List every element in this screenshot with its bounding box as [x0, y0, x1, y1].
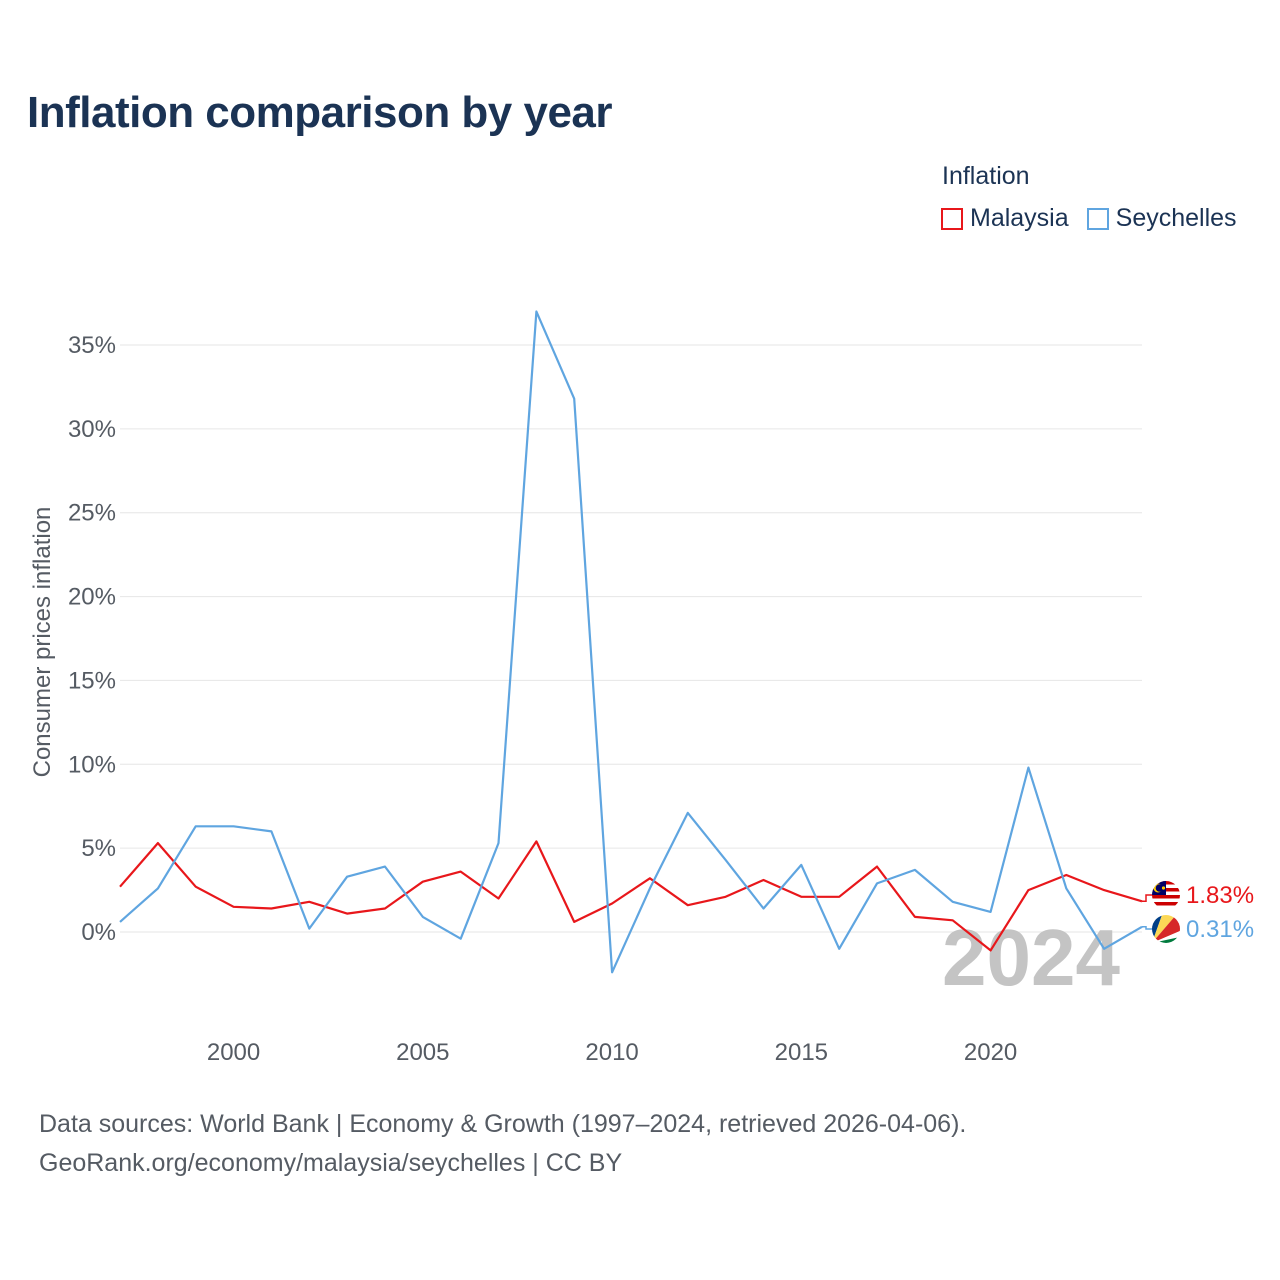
year-watermark: 2024 — [942, 913, 1120, 1002]
data-point-seychelles[interactable] — [1101, 946, 1107, 952]
legend-item-malaysia[interactable]: Malaysia — [941, 204, 1069, 233]
data-point-malaysia[interactable] — [988, 947, 994, 953]
data-point-seychelles[interactable] — [1063, 885, 1069, 891]
gridlines — [120, 344, 1142, 933]
data-point-seychelles[interactable] — [420, 914, 426, 920]
data-point-seychelles[interactable] — [798, 862, 804, 868]
data-point-seychelles[interactable] — [647, 885, 653, 891]
data-point-seychelles[interactable] — [1025, 765, 1031, 771]
y-tick-label: 30% — [68, 416, 116, 443]
data-point-malaysia[interactable] — [458, 869, 464, 875]
series-lines — [117, 308, 1143, 975]
series-line-seychelles[interactable] — [119, 310, 1143, 974]
data-point-seychelles[interactable] — [912, 867, 918, 873]
data-point-seychelles[interactable] — [571, 396, 577, 402]
data-point-seychelles[interactable] — [193, 823, 199, 829]
end-connector-seychelles — [1142, 926, 1154, 930]
data-point-seychelles[interactable] — [155, 885, 161, 891]
data-point-malaysia[interactable] — [193, 884, 199, 890]
y-axis-ticks: 0% 5% 10% 15% 20% 25% 30% 35% — [68, 332, 116, 946]
x-tick-label: 2000 — [207, 1039, 260, 1066]
source-note: Data sources: World Bank | Economy & Gro… — [39, 1105, 966, 1183]
data-point-malaysia[interactable] — [912, 914, 918, 920]
data-point-seychelles[interactable] — [609, 969, 615, 975]
legend-swatch-malaysia — [941, 207, 963, 230]
malaysia-flag-icon — [1152, 881, 1180, 909]
data-point-seychelles[interactable] — [760, 906, 766, 912]
x-tick-label: 2020 — [964, 1039, 1017, 1066]
data-point-malaysia[interactable] — [723, 894, 729, 900]
seychelles-flag-icon — [1152, 915, 1180, 943]
data-point-seychelles[interactable] — [874, 880, 880, 886]
legend-title: Inflation — [942, 162, 1030, 190]
data-point-seychelles[interactable] — [988, 909, 994, 915]
data-point-malaysia[interactable] — [571, 919, 577, 925]
x-tick-label: 2015 — [775, 1039, 828, 1066]
data-point-seychelles[interactable] — [533, 308, 539, 314]
x-tick-label: 2010 — [585, 1039, 638, 1066]
y-tick-label: 10% — [68, 751, 116, 778]
y-tick-label: 25% — [68, 500, 116, 527]
data-point-malaysia[interactable] — [609, 900, 615, 906]
data-point-seychelles[interactable] — [268, 828, 274, 834]
data-point-malaysia[interactable] — [533, 838, 539, 844]
data-point-seychelles[interactable] — [344, 874, 350, 880]
y-tick-label: 0% — [81, 919, 116, 946]
data-point-malaysia[interactable] — [306, 899, 312, 905]
data-point-malaysia[interactable] — [874, 864, 880, 870]
data-point-seychelles[interactable] — [496, 840, 502, 846]
legend-label-seychelles: Seychelles — [1115, 204, 1237, 232]
data-point-malaysia[interactable] — [117, 884, 123, 890]
y-tick-label: 20% — [68, 584, 116, 611]
data-point-malaysia[interactable] — [344, 911, 350, 917]
y-tick-label: 15% — [68, 667, 116, 694]
data-point-malaysia[interactable] — [1025, 887, 1031, 893]
data-point-malaysia[interactable] — [647, 875, 653, 881]
data-point-malaysia[interactable] — [1101, 887, 1107, 893]
data-point-malaysia[interactable] — [685, 902, 691, 908]
series-end-labels: 1.83% 0.31% — [1142, 881, 1254, 943]
data-point-malaysia[interactable] — [496, 895, 502, 901]
y-tick-label: 35% — [68, 332, 116, 359]
end-connector-malaysia — [1142, 894, 1154, 903]
source-line-2[interactable]: GeoRank.org/economy/malaysia/seychelles … — [39, 1149, 623, 1177]
data-point-malaysia[interactable] — [231, 904, 237, 910]
y-axis-label: Consumer prices inflation — [29, 507, 56, 778]
x-tick-label: 2005 — [396, 1039, 449, 1066]
legend-label-malaysia: Malaysia — [970, 204, 1069, 232]
end-value-label-malaysia: 1.83% — [1186, 882, 1254, 909]
data-point-seychelles[interactable] — [836, 946, 842, 952]
data-point-seychelles[interactable] — [458, 936, 464, 942]
legend-item-seychelles[interactable]: Seychelles — [1086, 204, 1237, 233]
legend: Malaysia Seychelles — [941, 204, 1237, 233]
data-point-seychelles[interactable] — [231, 823, 237, 829]
data-point-malaysia[interactable] — [950, 917, 956, 923]
data-point-seychelles[interactable] — [685, 810, 691, 816]
data-point-malaysia[interactable] — [268, 906, 274, 912]
data-point-seychelles[interactable] — [950, 899, 956, 905]
legend-swatch-seychelles — [1086, 207, 1109, 230]
series-line-malaysia[interactable] — [119, 840, 1143, 952]
x-axis-ticks: 2000 2005 2010 2015 2020 — [207, 1039, 1017, 1066]
data-point-malaysia[interactable] — [155, 840, 161, 846]
data-point-malaysia[interactable] — [798, 894, 804, 900]
data-point-seychelles[interactable] — [723, 857, 729, 863]
data-point-malaysia[interactable] — [836, 894, 842, 900]
data-point-seychelles[interactable] — [382, 864, 388, 870]
data-point-seychelles[interactable] — [306, 926, 312, 932]
source-line-1: Data sources: World Bank | Economy & Gro… — [39, 1110, 967, 1138]
chart-title: Inflation comparison by year — [27, 88, 613, 137]
data-point-malaysia[interactable] — [382, 906, 388, 912]
data-point-malaysia[interactable] — [420, 879, 426, 885]
end-value-label-seychelles: 0.31% — [1186, 916, 1254, 943]
data-point-malaysia[interactable] — [760, 877, 766, 883]
y-tick-label: 5% — [81, 835, 116, 862]
data-point-malaysia[interactable] — [1063, 872, 1069, 878]
data-point-seychelles[interactable] — [117, 919, 123, 925]
